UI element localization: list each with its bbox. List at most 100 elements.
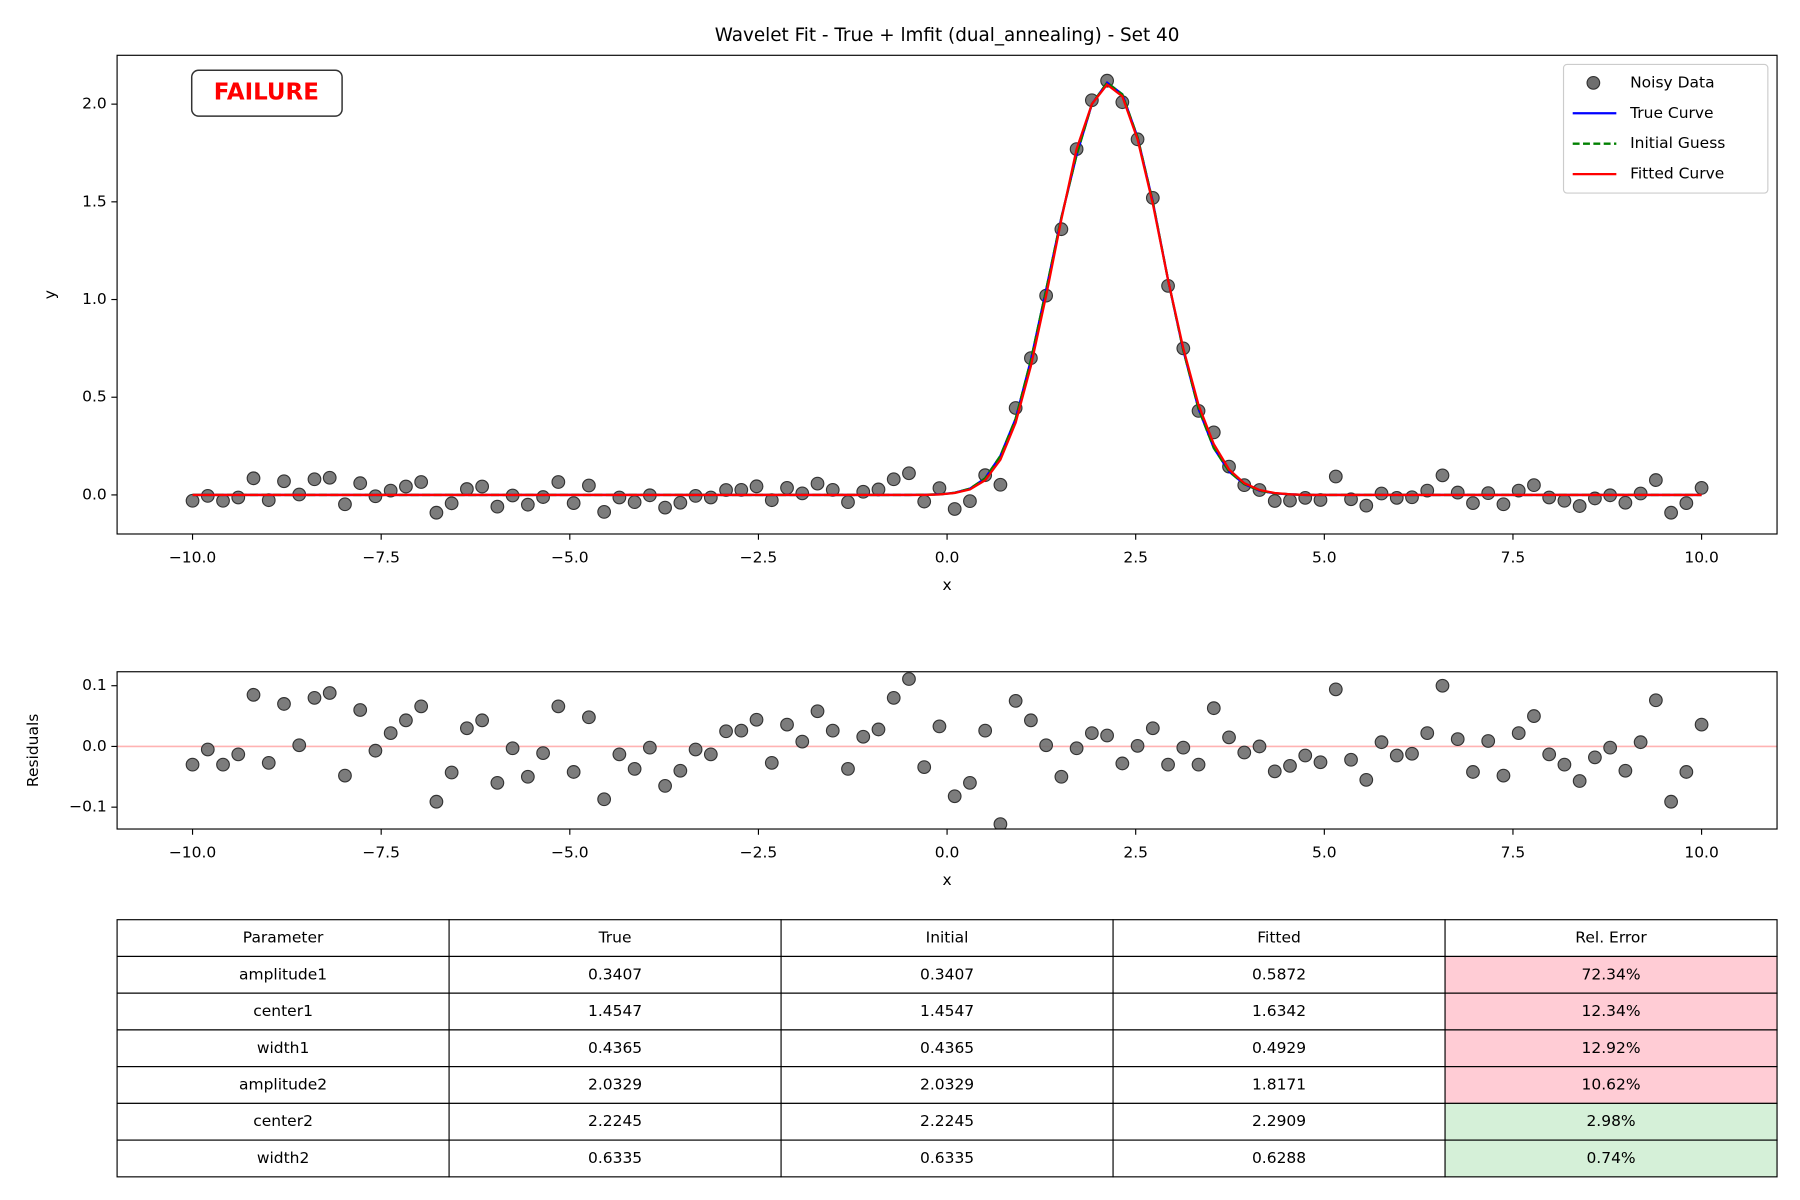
data-point (963, 775, 977, 790)
data-point (1481, 486, 1496, 501)
data-point (185, 493, 200, 508)
data-point (1024, 713, 1038, 728)
data-point (719, 724, 733, 739)
header-cell (1112, 919, 1446, 958)
data-point (216, 493, 230, 508)
data-point (795, 734, 810, 749)
table-cell (116, 955, 450, 994)
header-cell (1444, 919, 1778, 958)
y-tick-label: −0.1 (69, 798, 107, 816)
data-point (566, 765, 581, 779)
cell-text: 0.74% (1586, 1149, 1635, 1167)
annotation-box (190, 69, 343, 117)
data-point (734, 482, 749, 497)
data-point (1283, 493, 1297, 508)
data-point (1450, 485, 1465, 500)
table-cell (1444, 1029, 1778, 1068)
legend-label: Fitted Curve (1630, 165, 1724, 183)
data-point (490, 775, 505, 790)
y-tick-label: 0.0 (82, 737, 107, 755)
data-point (277, 697, 291, 711)
cell-text: amplitude1 (239, 965, 327, 983)
data-point (993, 477, 1008, 492)
x-tick-label: 2.5 (1123, 549, 1148, 567)
cell-text: 0.6288 (1252, 1149, 1306, 1167)
header-text: Parameter (243, 929, 324, 947)
data-point (856, 484, 871, 499)
data-point (688, 742, 703, 757)
legend-box (1562, 63, 1769, 194)
data-point (917, 494, 932, 509)
data-point (902, 672, 916, 686)
data-point (719, 483, 733, 497)
cell-text: 0.4929 (1252, 1039, 1306, 1057)
data-point (338, 768, 352, 783)
header-cell (116, 919, 450, 958)
data-point (658, 500, 672, 515)
table-cell (1444, 955, 1778, 994)
data-point (627, 762, 642, 776)
data-point (1237, 745, 1252, 760)
header-text: Fitted (1257, 929, 1301, 947)
data-point (810, 704, 825, 719)
cell-text: center2 (253, 1112, 313, 1130)
data-point (475, 713, 490, 728)
x-tick-label: 0.0 (935, 549, 960, 567)
data-point (399, 479, 413, 494)
data-point (780, 480, 794, 495)
cell-text: 2.98% (1586, 1112, 1635, 1130)
header-text: True (598, 929, 632, 947)
legend-label: Noisy Data (1630, 73, 1714, 91)
cell-text: amplitude2 (239, 1076, 327, 1094)
data-point (200, 742, 215, 757)
data-point (1572, 499, 1587, 513)
data-point (399, 713, 413, 728)
cell-text: 12.92% (1582, 1039, 1641, 1057)
x-tick-label: 7.5 (1501, 844, 1526, 862)
x-tick-label: −7.5 (362, 844, 400, 862)
data-point (368, 743, 383, 758)
data-point (1115, 756, 1130, 771)
data-point (1694, 480, 1709, 495)
data-point (627, 495, 642, 510)
data-point (993, 817, 1008, 830)
data-point (582, 710, 596, 725)
data-point (1313, 755, 1328, 770)
data-point (1145, 721, 1160, 736)
table-cell (448, 1139, 782, 1178)
data-point (642, 740, 657, 755)
x-tick-label: 5.0 (1312, 549, 1337, 567)
data-point (231, 747, 246, 762)
data-point (612, 490, 627, 505)
table-cell (780, 1102, 1114, 1141)
data-point (1542, 747, 1557, 762)
legend-label: True Curve (1629, 104, 1714, 122)
data-point (338, 497, 352, 512)
data-point (246, 687, 261, 702)
data-point (292, 738, 307, 753)
cell-text: 1.6342 (1252, 1002, 1306, 1020)
data-point (1389, 748, 1404, 763)
data-point (947, 789, 962, 804)
cell-text: 0.4365 (588, 1039, 642, 1057)
data-point (1618, 495, 1633, 510)
data-point (460, 482, 474, 496)
data-point (231, 490, 246, 505)
data-point (1466, 496, 1480, 511)
cell-text: center1 (253, 1002, 313, 1020)
data-point (978, 723, 993, 738)
x-axis-label: x (942, 871, 951, 889)
data-point (536, 746, 550, 761)
plot-area (117, 672, 1778, 830)
data-point (1435, 468, 1450, 483)
header-cell (448, 919, 782, 958)
curve (192, 82, 1702, 497)
y-axis-label: y (41, 290, 59, 299)
curve (192, 81, 1702, 497)
header-text: Rel. Error (1575, 929, 1647, 947)
data-point (1511, 726, 1526, 740)
table-cell (1112, 1102, 1446, 1141)
data-point (1572, 774, 1587, 788)
plot-area (185, 73, 1709, 520)
data-point (673, 495, 688, 510)
